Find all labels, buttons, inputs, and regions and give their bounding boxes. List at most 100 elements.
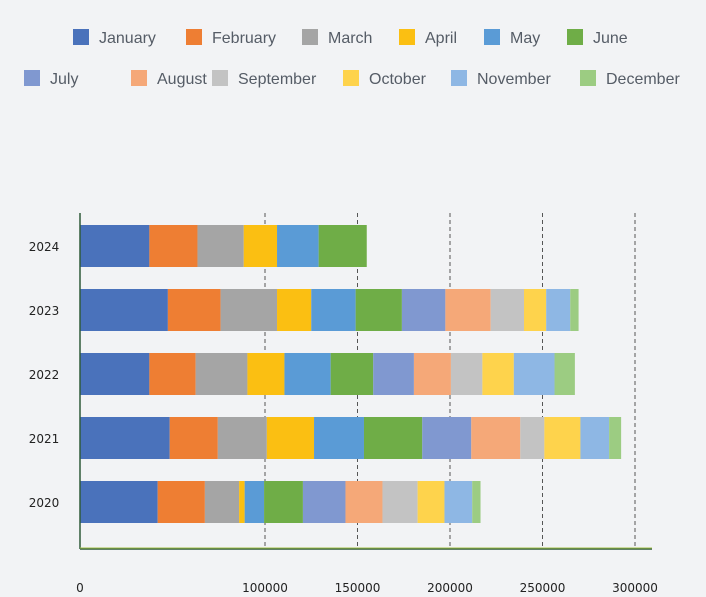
legend-label-april: April — [425, 30, 457, 47]
bar-2023-september — [490, 289, 524, 331]
legend-label-may: May — [510, 30, 540, 47]
x-axis-ticks: 0 100000 150000 200000 250000 300000 — [76, 581, 658, 595]
bar-2023-october — [524, 289, 547, 331]
bar-2023-august — [445, 289, 491, 331]
axes — [79, 213, 652, 550]
y-tick-2022: 2022 — [29, 368, 60, 382]
bar-row-2024 — [80, 225, 367, 267]
bar-2021-august — [471, 417, 521, 459]
bar-2024-february — [149, 225, 198, 267]
bar-2020-september — [382, 481, 418, 523]
legend-label-february: February — [212, 30, 276, 47]
legend-swatch-september — [212, 70, 228, 86]
legend-swatch-june — [567, 29, 583, 45]
legend-swatch-march — [302, 29, 318, 45]
bar-2020-january — [80, 481, 158, 523]
x-tick-150000: 150000 — [335, 581, 381, 595]
bar-2022-september — [450, 353, 483, 395]
legend-label-october: October — [369, 71, 427, 88]
bar-2021-october — [544, 417, 581, 459]
legend: January February March April May June July Augu… — [24, 29, 680, 88]
bars — [80, 225, 622, 523]
bar-row-2023 — [80, 289, 579, 331]
bar-2020-june — [264, 481, 303, 523]
bar-2020-october — [417, 481, 445, 523]
bar-2022-april — [247, 353, 285, 395]
y-tick-2021: 2021 — [29, 432, 60, 446]
y-tick-2024: 2024 — [29, 240, 60, 254]
bar-2022-march — [195, 353, 248, 395]
bar-2022-november — [513, 353, 555, 395]
bar-2023-december — [570, 289, 579, 331]
bar-2021-november — [580, 417, 610, 459]
legend-swatch-november — [451, 70, 467, 86]
bar-2024-may — [277, 225, 319, 267]
legend-label-november: November — [477, 71, 551, 88]
legend-swatch-january — [73, 29, 89, 45]
bar-2022-october — [482, 353, 514, 395]
x-tick-250000: 250000 — [520, 581, 566, 595]
bar-2022-february — [149, 353, 196, 395]
bar-2021-march — [217, 417, 267, 459]
y-tick-2020: 2020 — [29, 496, 60, 510]
legend-label-september: September — [238, 71, 317, 88]
bar-2021-december — [609, 417, 622, 459]
legend-label-december: December — [606, 71, 680, 88]
x-tick-300000: 300000 — [612, 581, 658, 595]
bar-2021-may — [314, 417, 364, 459]
bar-2020-august — [345, 481, 383, 523]
bar-row-2022 — [80, 353, 575, 395]
bar-2021-september — [520, 417, 545, 459]
bar-2022-july — [373, 353, 414, 395]
bar-2020-february — [157, 481, 205, 523]
bar-2021-january — [80, 417, 170, 459]
bar-2024-june — [318, 225, 367, 267]
legend-item-may: May — [484, 29, 540, 47]
y-axis-ticks: 2024 2023 2022 2021 2020 — [29, 240, 60, 510]
legend-swatch-february — [186, 29, 202, 45]
bar-2024-march — [197, 225, 244, 267]
bar-row-2020 — [80, 481, 481, 523]
bar-2023-may — [311, 289, 356, 331]
legend-item-december: December — [580, 70, 680, 88]
legend-item-january: January — [73, 29, 156, 47]
bar-2020-march — [204, 481, 240, 523]
bar-2021-july — [422, 417, 472, 459]
legend-item-october: October — [343, 70, 427, 88]
bar-2021-june — [363, 417, 423, 459]
legend-label-july: July — [50, 71, 78, 88]
legend-item-april: April — [399, 29, 457, 47]
x-tick-200000: 200000 — [427, 581, 473, 595]
bar-2024-april — [243, 225, 278, 267]
bar-2020-may — [244, 481, 265, 523]
legend-item-march: March — [302, 29, 372, 47]
x-tick-100000: 100000 — [242, 581, 288, 595]
bar-2023-april — [277, 289, 312, 331]
y-tick-2023: 2023 — [29, 304, 60, 318]
legend-item-august: August — [131, 70, 207, 88]
bar-2023-november — [546, 289, 571, 331]
legend-swatch-october — [343, 70, 359, 86]
bar-2022-august — [413, 353, 451, 395]
bar-2022-december — [554, 353, 575, 395]
legend-item-november: November — [451, 70, 551, 88]
legend-label-january: January — [99, 30, 156, 47]
legend-label-june: June — [593, 30, 628, 47]
bar-2020-december — [472, 481, 481, 523]
bar-2020-april — [239, 481, 245, 523]
bar-2021-april — [266, 417, 315, 459]
x-tick-0: 0 — [76, 581, 84, 595]
bar-2021-february — [169, 417, 218, 459]
bar-2023-january — [80, 289, 168, 331]
bar-2022-january — [80, 353, 150, 395]
legend-item-june: June — [567, 29, 628, 47]
legend-swatch-december — [580, 70, 596, 86]
bar-2023-july — [401, 289, 446, 331]
bar-2023-march — [220, 289, 278, 331]
bar-2022-june — [330, 353, 374, 395]
bar-2022-may — [284, 353, 331, 395]
bar-2020-july — [302, 481, 346, 523]
legend-label-august: August — [157, 71, 207, 88]
legend-swatch-august — [131, 70, 147, 86]
